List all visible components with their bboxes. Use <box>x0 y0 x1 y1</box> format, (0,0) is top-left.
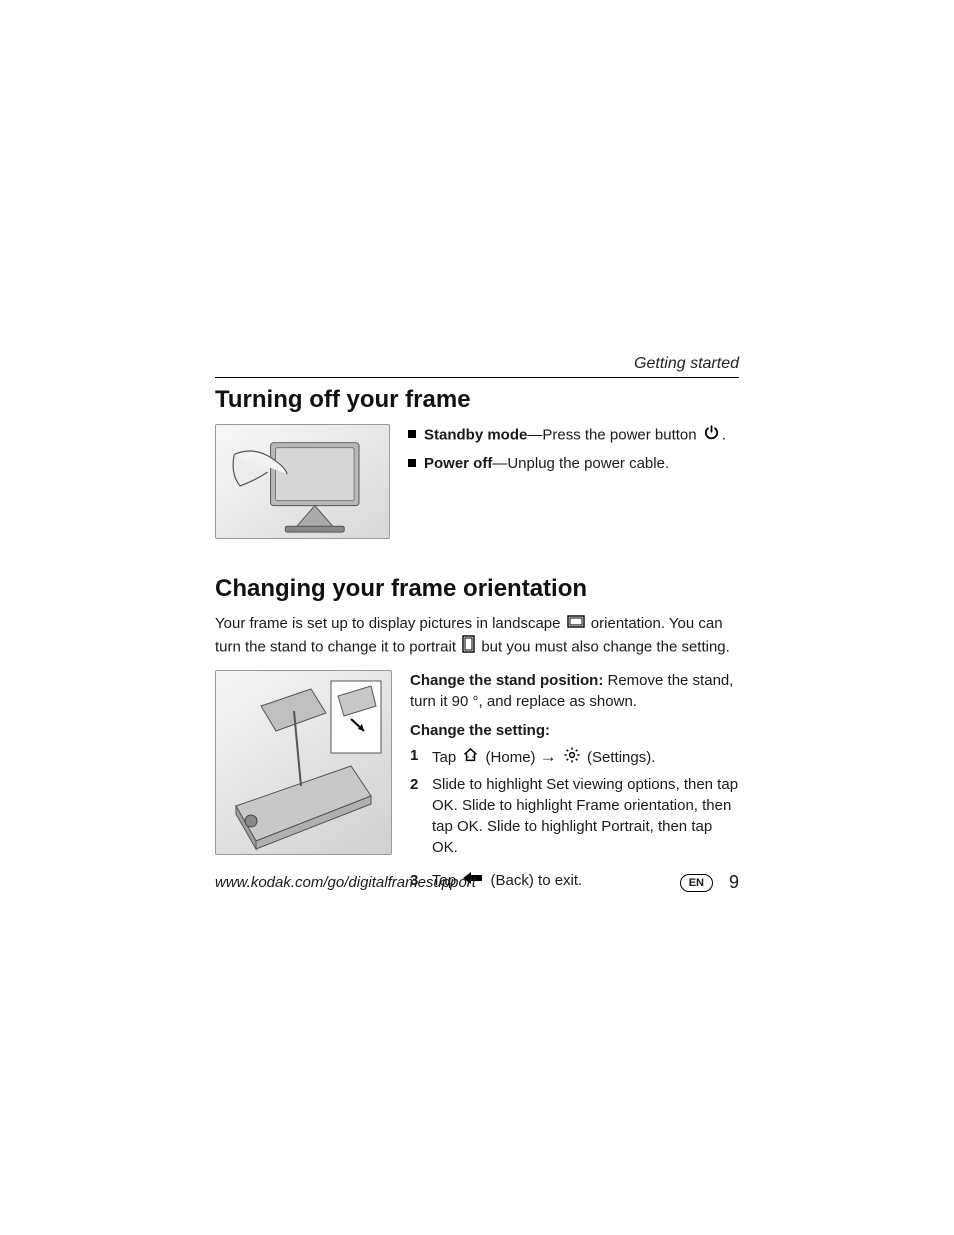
heading-orientation: Changing your frame orientation <box>215 575 739 603</box>
change-setting-heading: Change the setting: <box>410 720 739 741</box>
orientation-intro: Your frame is set up to display pictures… <box>215 613 739 660</box>
standby-text: —Press the power button <box>527 426 700 443</box>
section-label: Getting started <box>215 355 739 373</box>
page-footer: www.kodak.com/go/digitalframesupport EN … <box>215 872 739 893</box>
footer-right: EN 9 <box>680 872 739 893</box>
orientation-block: Change the stand position: Remove the st… <box>215 670 739 896</box>
step-num-2: 2 <box>410 774 424 858</box>
change-stand-bold: Change the stand position: <box>410 672 603 689</box>
home-icon <box>462 747 479 769</box>
heading-turn-off: Turning off your frame <box>215 386 739 414</box>
bullet-standby: Standby mode—Press the power button . <box>408 424 739 447</box>
arrow-right-icon: → <box>540 747 557 766</box>
step-num-1: 1 <box>410 745 424 770</box>
step1-mid1: (Home) <box>481 749 539 766</box>
intro-p3: but you must also change the setting. <box>477 638 730 655</box>
standby-bold: Standby mode <box>424 426 527 443</box>
turnoff-bullets: Standby mode—Press the power button . Po… <box>408 424 739 539</box>
illustration-power-press <box>215 424 390 539</box>
standby-trailing: . <box>722 426 726 443</box>
header-rule <box>215 377 739 378</box>
page-number: 9 <box>729 872 739 893</box>
step1-post: (Settings). <box>583 749 656 766</box>
illustration-stand-rotate <box>215 670 392 855</box>
step-1: 1 Tap (Home) → (Settings). <box>410 745 739 770</box>
step1-mid2 <box>557 749 561 766</box>
step1-pre: Tap <box>432 749 460 766</box>
poweroff-bold: Power off <box>424 455 492 472</box>
step-2: 2 Slide to highlight Set viewing options… <box>410 774 739 858</box>
poweroff-text: —Unplug the power cable. <box>492 455 669 472</box>
bullet-square-icon <box>408 459 416 467</box>
portrait-icon <box>462 635 475 660</box>
change-stand-line: Change the stand position: Remove the st… <box>410 670 739 712</box>
manual-page: Getting started Turning off your frame S… <box>0 0 954 1235</box>
settings-icon <box>563 746 581 770</box>
orientation-instructions: Change the stand position: Remove the st… <box>410 670 739 896</box>
footer-url: www.kodak.com/go/digitalframesupport <box>215 874 476 891</box>
bullet-poweroff: Power off—Unplug the power cable. <box>408 453 739 474</box>
landscape-icon <box>567 613 585 635</box>
step2-text: Slide to highlight Set viewing options, … <box>432 774 739 858</box>
power-icon <box>703 424 720 447</box>
turnoff-block: Standby mode—Press the power button . Po… <box>215 424 739 539</box>
bullet-square-icon <box>408 430 416 438</box>
language-badge: EN <box>680 874 713 892</box>
intro-p1: Your frame is set up to display pictures… <box>215 615 565 632</box>
